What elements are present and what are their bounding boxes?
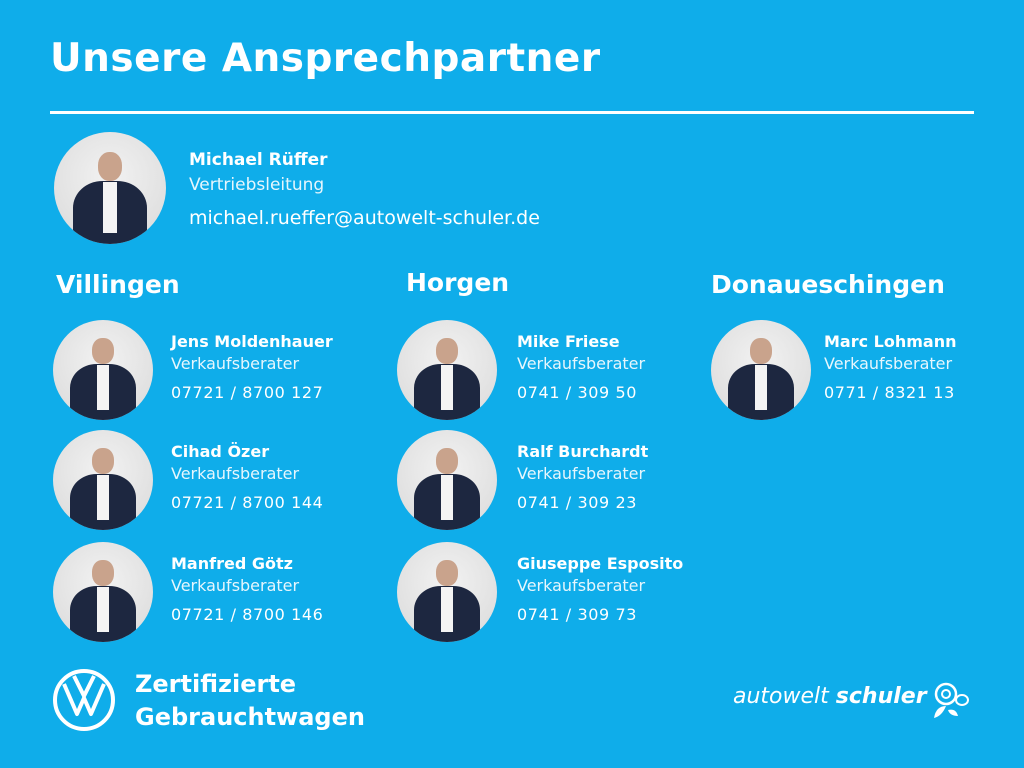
contact-name: Marc Lohmann [824, 332, 957, 351]
contact-phone[interactable]: 07721 / 8700 127 [171, 383, 324, 402]
contact-role: Verkaufsberater [171, 354, 300, 373]
brand-bold: schuler [835, 684, 927, 709]
contact-phone[interactable]: 07721 / 8700 146 [171, 605, 324, 624]
contact-name: Cihad Özer [171, 442, 270, 461]
rose-icon [934, 682, 969, 718]
contact-role: Verkaufsberater [517, 576, 646, 595]
footer-line1: Zertifizierte [135, 670, 297, 698]
brand-logo: autowelt schuler [733, 684, 927, 709]
contact-role: Verkaufsberater [517, 354, 646, 373]
contact-role: Verkaufsberater [824, 354, 953, 373]
lead-email-link[interactable]: michael.rueffer@autowelt-schuler.de [189, 207, 540, 229]
contact-name: Giuseppe Esposito [517, 554, 684, 573]
vw-logo-icon [53, 669, 115, 731]
page-title: Unsere Ansprechpartner [50, 36, 601, 81]
contact-phone[interactable]: 0771 / 8321 13 [824, 383, 955, 402]
avatar [397, 542, 497, 642]
location-heading: Horgen [406, 268, 510, 297]
contact-name: Jens Moldenhauer [171, 332, 333, 351]
location-heading: Villingen [56, 270, 180, 299]
lead-name: Michael Rüffer [189, 150, 328, 170]
avatar [397, 320, 497, 420]
avatar [711, 320, 811, 420]
contact-role: Verkaufsberater [171, 576, 300, 595]
contact-phone[interactable]: 0741 / 309 23 [517, 493, 638, 512]
contact-phone[interactable]: 0741 / 309 50 [517, 383, 638, 402]
lead-role: Vertriebsleitung [189, 175, 325, 195]
avatar [53, 430, 153, 530]
location-heading: Donaueschingen [711, 270, 945, 299]
footer-line2: Gebrauchtwagen [135, 703, 365, 731]
avatar [397, 430, 497, 530]
contact-name: Mike Friese [517, 332, 620, 351]
contact-role: Verkaufsberater [517, 464, 646, 483]
brand-light: autowelt [733, 684, 829, 709]
footer-label: Zertifizierte Gebrauchtwagen [135, 668, 365, 734]
contact-name: Ralf Burchardt [517, 442, 649, 461]
divider [50, 111, 974, 114]
contact-name: Manfred Götz [171, 554, 293, 573]
contact-role: Verkaufsberater [171, 464, 300, 483]
avatar [53, 320, 153, 420]
contact-phone[interactable]: 07721 / 8700 144 [171, 493, 324, 512]
contact-phone[interactable]: 0741 / 309 73 [517, 605, 638, 624]
avatar [53, 542, 153, 642]
avatar [54, 132, 166, 244]
